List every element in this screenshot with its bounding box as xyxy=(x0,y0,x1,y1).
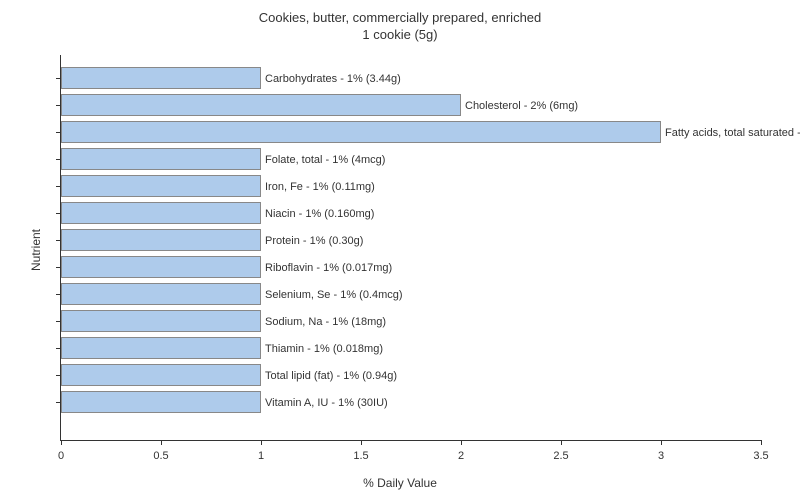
bar: Vitamin A, IU - 1% (30IU) xyxy=(61,391,261,413)
x-tick xyxy=(61,440,62,445)
bar-label: Selenium, Se - 1% (0.4mcg) xyxy=(260,284,403,304)
x-tick-label: 0.5 xyxy=(153,450,168,462)
y-tick xyxy=(56,348,61,349)
bar-label: Iron, Fe - 1% (0.11mg) xyxy=(260,176,375,196)
x-tick-label: 3.5 xyxy=(753,450,768,462)
chart-title: Cookies, butter, commercially prepared, … xyxy=(0,0,800,44)
bar: Cholesterol - 2% (6mg) xyxy=(61,94,461,116)
y-tick xyxy=(56,321,61,322)
x-tick xyxy=(161,440,162,445)
x-tick xyxy=(761,440,762,445)
bar: Carbohydrates - 1% (3.44g) xyxy=(61,67,261,89)
nutrient-chart: Cookies, butter, commercially prepared, … xyxy=(0,0,800,500)
x-tick-label: 1 xyxy=(258,450,264,462)
y-tick xyxy=(56,375,61,376)
x-tick xyxy=(361,440,362,445)
bar: Niacin - 1% (0.160mg) xyxy=(61,202,261,224)
x-tick-label: 2 xyxy=(458,450,464,462)
bar: Riboflavin - 1% (0.017mg) xyxy=(61,256,261,278)
y-tick xyxy=(56,267,61,268)
y-tick xyxy=(56,105,61,106)
x-tick xyxy=(261,440,262,445)
bar: Sodium, Na - 1% (18mg) xyxy=(61,310,261,332)
x-tick xyxy=(561,440,562,445)
bar-label: Thiamin - 1% (0.018mg) xyxy=(260,338,383,358)
bar-label: Carbohydrates - 1% (3.44g) xyxy=(260,68,401,88)
bar-label: Fatty acids, total saturated - 3% (0.553… xyxy=(660,122,800,142)
bar: Thiamin - 1% (0.018mg) xyxy=(61,337,261,359)
x-tick-label: 0 xyxy=(58,450,64,462)
y-axis-label: Nutrient xyxy=(29,229,43,271)
x-tick xyxy=(461,440,462,445)
y-tick xyxy=(56,186,61,187)
x-tick-label: 3 xyxy=(658,450,664,462)
bar-label: Cholesterol - 2% (6mg) xyxy=(460,95,578,115)
y-tick xyxy=(56,159,61,160)
bar-label: Niacin - 1% (0.160mg) xyxy=(260,203,374,223)
title-line-2: 1 cookie (5g) xyxy=(362,27,437,42)
bar: Iron, Fe - 1% (0.11mg) xyxy=(61,175,261,197)
bar-label: Vitamin A, IU - 1% (30IU) xyxy=(260,392,388,412)
y-tick xyxy=(56,294,61,295)
x-axis-label: % Daily Value xyxy=(363,476,437,490)
x-tick xyxy=(661,440,662,445)
bar: Fatty acids, total saturated - 3% (0.553… xyxy=(61,121,661,143)
bar-label: Riboflavin - 1% (0.017mg) xyxy=(260,257,392,277)
bar-label: Protein - 1% (0.30g) xyxy=(260,230,363,250)
x-tick-label: 1.5 xyxy=(353,450,368,462)
x-tick-label: 2.5 xyxy=(553,450,568,462)
bar: Selenium, Se - 1% (0.4mcg) xyxy=(61,283,261,305)
bar-label: Sodium, Na - 1% (18mg) xyxy=(260,311,386,331)
bar: Total lipid (fat) - 1% (0.94g) xyxy=(61,364,261,386)
bar-label: Folate, total - 1% (4mcg) xyxy=(260,149,385,169)
plot-area: Carbohydrates - 1% (3.44g) Cholesterol - … xyxy=(60,55,761,441)
title-line-1: Cookies, butter, commercially prepared, … xyxy=(259,10,542,25)
y-tick xyxy=(56,213,61,214)
bar: Protein - 1% (0.30g) xyxy=(61,229,261,251)
bar: Folate, total - 1% (4mcg) xyxy=(61,148,261,170)
y-tick xyxy=(56,402,61,403)
y-tick xyxy=(56,78,61,79)
y-tick xyxy=(56,132,61,133)
bar-label: Total lipid (fat) - 1% (0.94g) xyxy=(260,365,397,385)
y-tick xyxy=(56,240,61,241)
